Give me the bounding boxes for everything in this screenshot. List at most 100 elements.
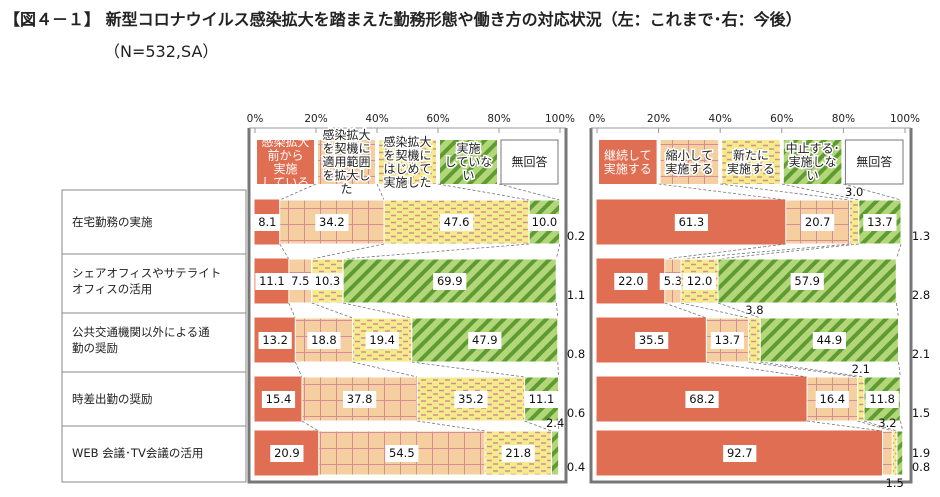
data-label-bg [815, 391, 849, 408]
connector-line [437, 183, 530, 201]
connector-line [748, 361, 858, 378]
legend-label: 中止する･ [786, 141, 840, 156]
data-label: 7.5 [291, 274, 309, 288]
data-label-bg [307, 332, 341, 349]
data-label: 47.6 [444, 215, 470, 229]
legend-label: 実施する [665, 161, 713, 176]
data-label-bg [710, 332, 745, 349]
data-label: 37.8 [347, 392, 373, 406]
data-label-bg [501, 445, 535, 462]
tick-label: 60% [770, 113, 793, 125]
data-label-bg [365, 332, 399, 349]
legend-label: い [462, 169, 474, 183]
bar-segment [558, 430, 561, 476]
tick-label: 100% [890, 113, 920, 125]
data-label-bg [270, 445, 304, 462]
bar-segment [748, 317, 761, 363]
data-label-bg [524, 391, 559, 408]
data-label: 0.4 [567, 460, 585, 474]
data-label: 54.5 [389, 446, 415, 460]
data-label: 19.4 [369, 333, 395, 347]
data-label-bg [258, 332, 292, 349]
legend-label: はじめて [383, 162, 431, 176]
data-label-bg [254, 214, 281, 231]
category-label: シェアオフィスやサテライト [72, 266, 221, 280]
tick-label: 40% [709, 113, 732, 125]
legend-swatch [440, 140, 497, 184]
data-label: 20.7 [805, 215, 831, 229]
connector-line [658, 183, 786, 201]
tick-label: 20% [304, 113, 327, 125]
data-label-bg [685, 391, 719, 408]
data-label: 20.9 [274, 446, 300, 460]
data-label: 2.4 [546, 416, 564, 430]
bar-segment [849, 199, 860, 245]
legend-label: 実施 [456, 141, 480, 156]
legend-label: している [262, 175, 310, 189]
data-label: 2.8 [912, 288, 930, 302]
data-label: 1.1 [567, 288, 585, 302]
connector-line [706, 361, 808, 378]
tick-label: 0% [589, 113, 606, 125]
legend-swatch [599, 140, 657, 184]
connector-line [343, 302, 412, 319]
data-label: 1.3 [912, 229, 930, 243]
connector-line [857, 420, 893, 432]
legend-swatch [783, 140, 842, 184]
legend-label: 感染拡大 [383, 134, 431, 149]
legend-label: 実施しな [789, 154, 837, 169]
connector-line [718, 243, 859, 260]
bar-segment [902, 430, 906, 476]
data-label: 10.3 [315, 274, 341, 288]
connector-line [294, 361, 303, 378]
category-label: 公共交通機関以外による通 [72, 325, 210, 339]
connector-line [781, 183, 859, 201]
connector-line [555, 302, 559, 319]
bar-segment [484, 430, 552, 476]
tick-label: 60% [426, 113, 449, 125]
data-label: 5.3 [664, 274, 682, 288]
category-label: WEB 会議･TV会議の活用 [72, 446, 203, 460]
data-label: 8.1 [258, 215, 276, 229]
legend-label: 無回答 [511, 154, 547, 169]
data-label: 18.8 [311, 333, 337, 347]
data-label: 34.2 [319, 215, 345, 229]
legend-label: を契機に [322, 141, 370, 156]
data-label: 44.9 [817, 333, 843, 347]
data-label-bg [801, 214, 835, 231]
data-label: 10.0 [532, 215, 558, 229]
data-label: 0.8 [567, 347, 585, 361]
data-label-bg [310, 273, 345, 290]
connector-line [807, 420, 883, 432]
legend-label: 実施した [383, 174, 431, 189]
data-label: 68.2 [689, 392, 715, 406]
connector-line [664, 302, 707, 319]
data-label: 3.8 [745, 303, 763, 317]
bar-segment [555, 258, 561, 304]
connector-line [863, 420, 898, 432]
category-label: 勤の奨励 [72, 341, 118, 355]
bar-segment [900, 199, 906, 245]
connector-line [717, 302, 761, 319]
chart-title: 【図４－１】 新型コロナウイルス感染拡大を踏まえた勤務形態や働き方の対応状況（左… [4, 10, 802, 29]
tick-label: 0% [247, 113, 264, 125]
data-label: 1.9 [912, 446, 930, 460]
data-label: 0.2 [567, 229, 585, 243]
data-label: 2.1 [912, 347, 930, 361]
data-label: 35.5 [639, 333, 665, 347]
legend-swatch [500, 139, 559, 185]
data-label-bg [723, 445, 757, 462]
legend-label: を契機に [383, 147, 431, 162]
data-label-bg [527, 214, 562, 231]
data-label: 1.5 [886, 476, 904, 490]
legend-swatch [379, 140, 436, 184]
legend-swatch [257, 140, 314, 184]
connector-line [498, 183, 560, 201]
bar-segment [717, 258, 897, 304]
connector-line [680, 302, 749, 319]
legend-label: 縮小して [666, 147, 714, 162]
tick-label: 100% [545, 113, 575, 125]
legend-label: を拡大し [322, 169, 370, 183]
data-label: 15.4 [266, 392, 292, 406]
